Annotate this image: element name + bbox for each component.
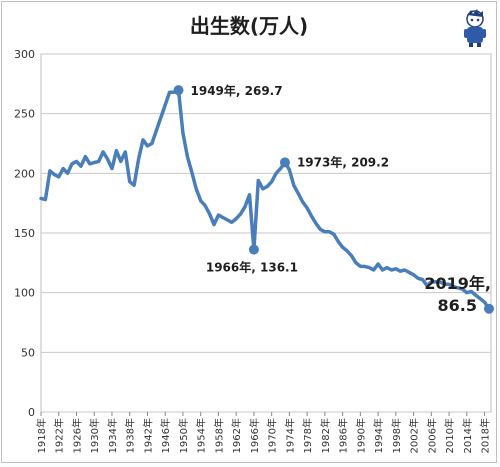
y-tick-label: 250 <box>14 108 35 121</box>
data-marker <box>248 244 259 255</box>
x-tick-label: 1926年 <box>70 418 83 453</box>
x-tick-label: 1950年 <box>177 418 190 453</box>
mascot-logo <box>458 8 492 48</box>
series-line <box>39 88 491 311</box>
x-tick-label: 1930年 <box>88 418 101 453</box>
x-tick-label: 1938年 <box>124 418 137 453</box>
x-tick-label: 1974年 <box>283 418 296 453</box>
x-tick-label: 2010年 <box>443 418 456 453</box>
x-tick-label: 1922年 <box>53 418 66 453</box>
data-marker <box>173 85 184 96</box>
y-tick-label: 200 <box>14 167 35 180</box>
y-tick-label: 50 <box>21 346 35 359</box>
x-tick-label: 1946年 <box>159 418 172 453</box>
x-tick-label: 1966年 <box>248 418 261 453</box>
x-tick-label: 1954年 <box>195 418 208 453</box>
x-tick-label: 1994年 <box>372 418 385 453</box>
data-label: 86.5 <box>438 296 477 315</box>
x-tick-label: 1986年 <box>337 418 350 453</box>
chart-title: 出生数(万人) <box>189 14 309 38</box>
data-label: 1973年, 209.2 <box>297 154 389 169</box>
x-tick-label: 2014年 <box>461 418 474 453</box>
x-tick-label: 1918年 <box>35 418 48 453</box>
x-tick-label: 2006年 <box>425 418 438 453</box>
x-tick-label: 1990年 <box>354 418 367 453</box>
y-tick-label: 300 <box>14 48 35 61</box>
x-tick-label: 1958年 <box>212 418 225 453</box>
x-tick-label: 2018年 <box>479 418 492 453</box>
data-marker <box>279 157 290 168</box>
data-label: 1949年, 269.7 <box>191 83 283 98</box>
x-tick-label: 1934年 <box>106 418 119 453</box>
x-tick-label: 2002年 <box>408 418 421 453</box>
x-tick-label: 1970年 <box>266 418 279 453</box>
y-tick-label: 150 <box>14 227 35 240</box>
y-tick-label: 0 <box>28 406 35 419</box>
x-tick-label: 1962年 <box>230 418 243 453</box>
line-chart: 0 50 100 150 200 250 300 1918年 1922年 1926年 1930年 1… <box>14 48 494 453</box>
data-label: 1966年, 136.1 <box>206 260 298 275</box>
x-tick-label: 1982年 <box>319 418 332 453</box>
x-tick-label: 1998年 <box>390 418 403 453</box>
data-label: 2019年, <box>424 274 491 293</box>
x-tick-label: 1942年 <box>141 418 154 453</box>
y-tick-label: 100 <box>14 287 35 300</box>
data-marker <box>484 303 494 314</box>
x-tick-label: 1978年 <box>301 418 314 453</box>
